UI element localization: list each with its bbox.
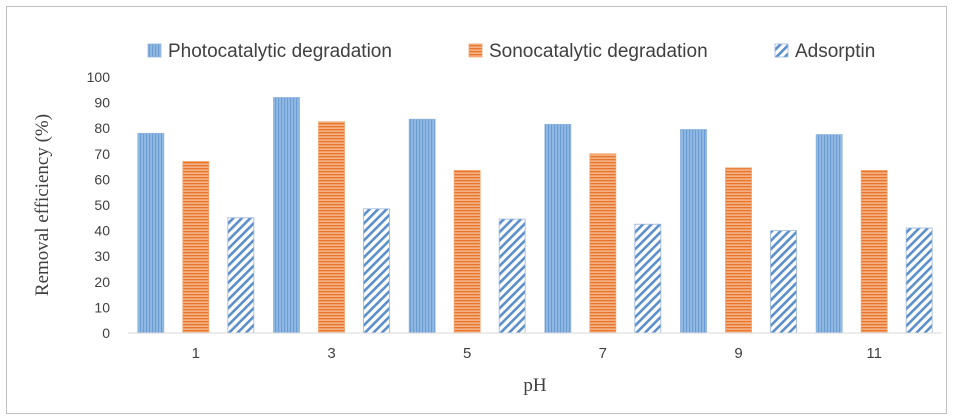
x-tick-label: 1 xyxy=(192,345,200,362)
legend-swatch xyxy=(147,43,162,58)
bar-sonocatalytic xyxy=(725,167,752,334)
y-tick-label: 50 xyxy=(94,197,110,213)
bar-sonocatalytic xyxy=(589,153,617,334)
y-axis-title: Removal efficiency (%) xyxy=(32,114,53,296)
bars xyxy=(137,97,933,334)
bar-photocatalytic xyxy=(408,118,436,334)
y-tick-label: 0 xyxy=(102,325,110,341)
bar-adsorptin xyxy=(634,223,662,334)
legend-label: Photocatalytic degradation xyxy=(168,41,392,62)
x-tick-label: 9 xyxy=(734,345,742,362)
y-tick-label: 20 xyxy=(94,274,110,290)
bar-sonocatalytic xyxy=(453,170,481,334)
bar-sonocatalytic xyxy=(182,161,210,334)
bar-sonocatalytic xyxy=(318,121,345,334)
legend-label: Adsorptin xyxy=(795,41,875,62)
y-tick-label: 70 xyxy=(94,146,110,162)
y-tick-label: 30 xyxy=(94,248,110,264)
bar-photocatalytic xyxy=(815,134,843,334)
bar-adsorptin xyxy=(227,217,255,334)
y-tick-label: 100 xyxy=(87,69,111,85)
y-axis-ticks: 0 10 20 30 40 50 60 70 80 90 100 xyxy=(87,69,111,341)
legend-label: Sonocatalytic degradation xyxy=(489,41,708,62)
bar-photocatalytic xyxy=(137,132,165,334)
y-tick-label: 60 xyxy=(94,171,110,187)
bar-adsorptin xyxy=(498,218,526,334)
y-tick-label: 80 xyxy=(94,120,110,136)
legend-swatch xyxy=(468,43,483,58)
bar-photocatalytic xyxy=(680,129,707,334)
x-tick-label: 5 xyxy=(463,345,471,362)
y-tick-label: 40 xyxy=(94,223,110,239)
y-tick-label: 90 xyxy=(94,95,110,111)
bar-sonocatalytic xyxy=(860,170,888,334)
x-axis-title: pH xyxy=(523,375,547,396)
y-tick-label: 10 xyxy=(94,299,110,315)
legend: Photocatalytic degradation Sonocatalytic … xyxy=(147,41,875,62)
x-axis-ticks: 1 3 5 7 9 11 xyxy=(192,345,882,362)
x-tick-label: 7 xyxy=(599,345,607,362)
bar-adsorptin xyxy=(905,227,933,334)
bar-adsorptin xyxy=(770,230,797,334)
legend-swatch xyxy=(774,43,789,58)
bar-adsorptin xyxy=(363,208,390,334)
x-tick-label: 3 xyxy=(327,345,335,362)
x-tick-label: 11 xyxy=(866,345,882,362)
bar-photocatalytic xyxy=(273,97,300,334)
bar-photocatalytic xyxy=(544,123,572,334)
